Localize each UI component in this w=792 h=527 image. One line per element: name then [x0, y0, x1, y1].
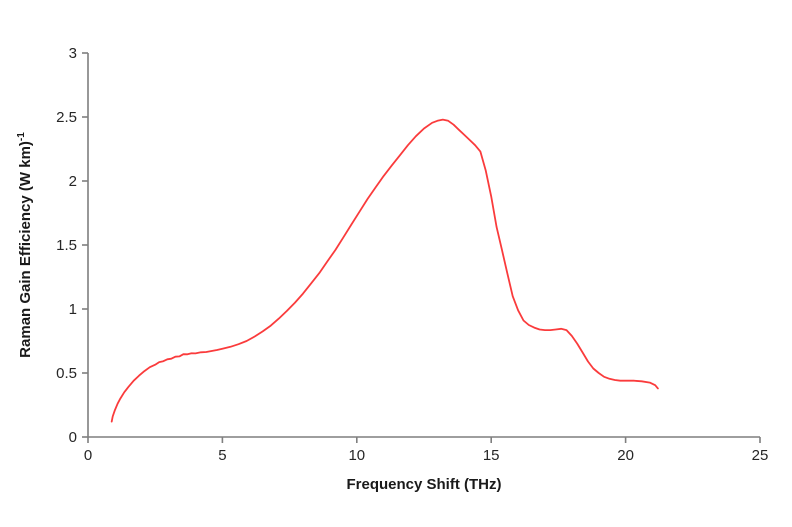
axes-layer: 0 5 10 15 20 25 0 0.5 1 1.5 2 2.5 3	[56, 45, 768, 464]
y-tick-label: 2	[69, 173, 77, 190]
x-tick-label: 10	[348, 447, 365, 464]
x-tick-label: 25	[752, 447, 769, 464]
y-tick-label: 2.5	[56, 109, 77, 126]
y-tick-label: 1.5	[56, 237, 77, 254]
y-tick-label: 0	[69, 429, 77, 446]
raman-gain-curve	[110, 118, 659, 423]
y-tick-label: 1	[69, 301, 77, 318]
y-tick-label: 0.5	[56, 365, 77, 382]
x-tick-label: 5	[218, 447, 226, 464]
x-tick-label: 20	[617, 447, 634, 464]
series-layer	[110, 118, 659, 423]
x-axis-title: Frequency Shift (THz)	[346, 476, 501, 493]
x-tick-label: 0	[84, 447, 92, 464]
x-tick-label: 15	[483, 447, 500, 464]
y-axis-title: Raman Gain Efficiency (W km)-1	[16, 132, 34, 358]
y-tick-label: 3	[69, 45, 77, 62]
